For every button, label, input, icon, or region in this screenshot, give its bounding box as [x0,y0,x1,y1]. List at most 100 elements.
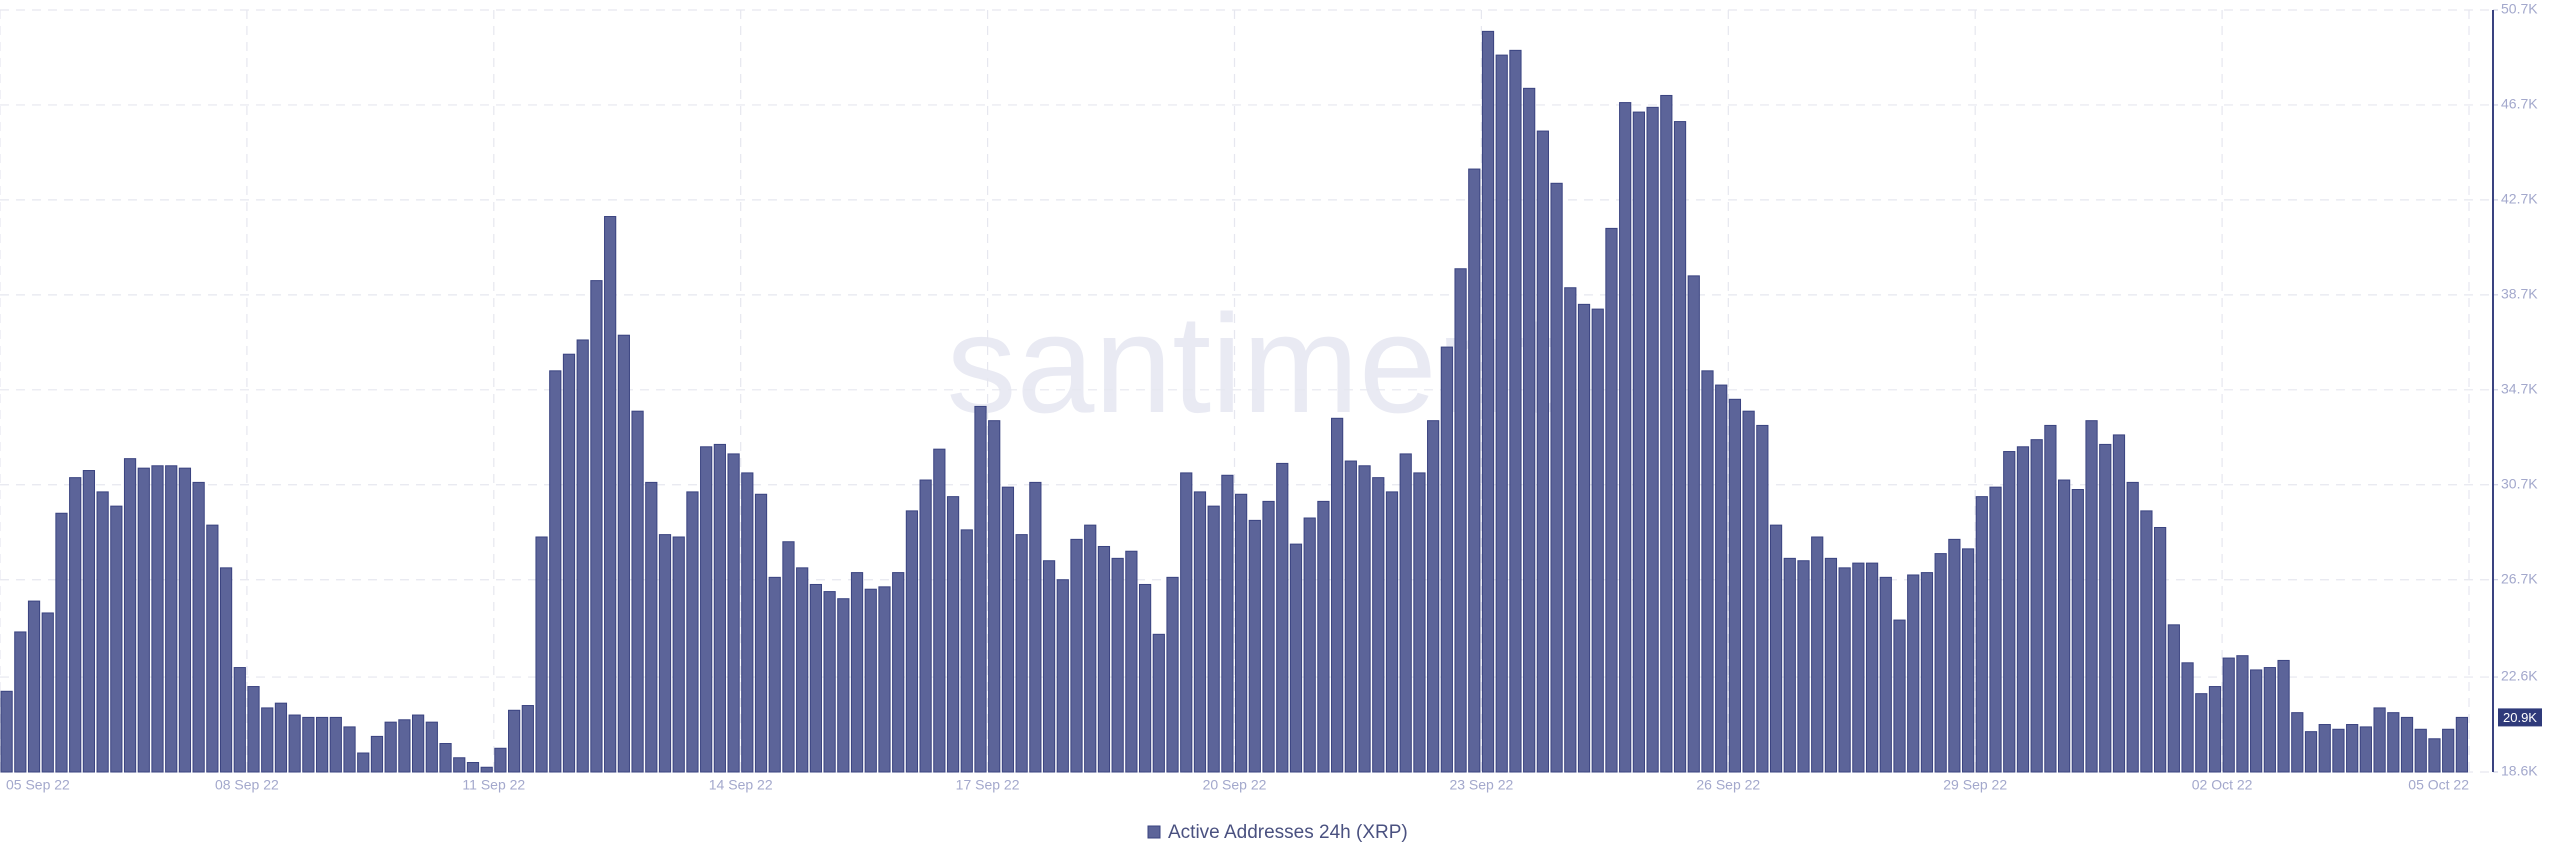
bar [1577,303,1591,773]
bar [2373,707,2386,773]
bar [590,280,603,773]
bar [2332,728,2345,773]
bar [562,353,576,773]
bar [1097,545,1111,773]
bar [631,410,644,773]
bar [823,591,836,773]
bar [1550,182,1563,773]
bar [1289,543,1303,773]
y-tick-label: 22.6K [2501,668,2538,684]
x-tick-label: 17 Sep 22 [956,777,1020,793]
bar [974,405,987,773]
bar [1934,553,1947,773]
bar [1056,579,1069,773]
bar [508,709,521,773]
bar [2291,712,2304,773]
bar [2263,667,2276,773]
bar [1303,517,1316,773]
bar [1385,491,1399,773]
bar [357,752,370,773]
bar [1536,130,1549,773]
x-tick-label: 05 Sep 22 [6,777,70,793]
x-tick-label: 26 Sep 22 [1696,777,1760,793]
bar [658,534,672,773]
bar [233,667,246,773]
bar [576,339,589,773]
bar [1783,557,1796,773]
bar [27,600,41,773]
bar [782,541,795,773]
bar [768,576,781,773]
bar [1715,384,1728,773]
bar [2112,434,2126,773]
bar [686,491,699,773]
bar [1207,505,1220,773]
bar [1632,111,1645,773]
bar [206,524,219,773]
bar [960,529,973,773]
bar [41,612,54,773]
bar [892,572,905,773]
y-tick-label: 38.7K [2501,286,2538,302]
bar [2428,738,2441,773]
bar [1125,550,1138,773]
bar [645,481,658,773]
bar [1564,287,1577,773]
bar [1152,633,1165,773]
x-tick-label: 08 Sep 22 [215,777,279,793]
bar [2030,439,2043,773]
bar [2236,655,2249,773]
bar [905,510,919,773]
legend-label: Active Addresses 24h (XRP) [1168,822,1408,843]
bar [1907,574,1920,773]
bar [2318,724,2331,773]
bar [192,481,205,773]
bar [535,536,548,773]
bar [1166,576,1179,773]
bar [946,496,960,773]
bar [727,453,740,773]
bar [261,707,274,773]
bar [754,493,768,773]
bar [453,757,466,773]
bar [809,583,822,773]
bar [919,479,932,773]
bar [1317,500,1330,773]
bar [1687,275,1700,773]
bar [1276,462,1289,773]
bar [439,743,452,773]
bar [1523,87,1536,773]
bar [96,491,109,773]
x-tick-label: 29 Sep 22 [1943,777,2007,793]
bar [1331,417,1344,773]
bar [14,631,27,773]
bar [1481,30,1495,773]
bar [2154,526,2167,773]
x-tick-label: 23 Sep 22 [1449,777,1513,793]
bar [288,714,301,773]
bar [2387,712,2400,773]
bar [247,686,260,773]
bar [2455,716,2469,773]
bar [1879,576,1892,773]
bar [1756,424,1769,773]
bar [2003,451,2016,773]
y-tick-label: 26.7K [2501,570,2538,586]
bar [1413,472,1426,773]
bar [1811,536,1824,773]
bar [2359,726,2372,773]
bar [110,505,123,773]
bar [494,747,507,773]
bar [1701,370,1714,773]
bar [55,512,68,773]
bar [2167,624,2180,773]
bar [1015,534,1028,773]
bar [1221,474,1234,773]
bar [1865,562,1879,773]
bar [1961,548,1975,773]
bar [2126,481,2139,773]
bar [549,370,562,773]
legend-swatch [1147,825,1161,839]
x-tick-label: 02 Oct 22 [2192,777,2253,793]
